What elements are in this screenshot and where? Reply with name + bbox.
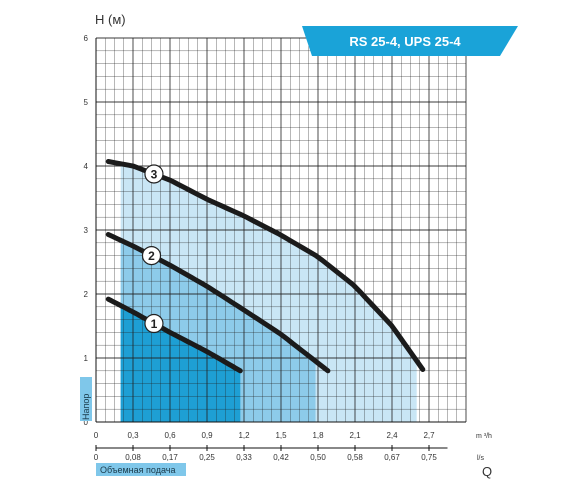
chart-grid	[95, 37, 467, 423]
performance-curves: 1 2 3	[105, 159, 426, 374]
x-tick-label-primary: 0,9	[201, 431, 213, 440]
x-tick-label-primary: 2,4	[386, 431, 398, 440]
x-tick-label-primary: 0,6	[164, 431, 176, 440]
working-region-band-1	[120, 305, 241, 422]
x-tick-label-primary: 2,1	[349, 431, 361, 440]
x-tick-label-secondary: 0,67	[384, 453, 400, 462]
x-tick-label-secondary: 0,33	[236, 453, 252, 462]
y-tick-label: 6	[84, 34, 89, 43]
y-tick-label: 2	[84, 290, 89, 299]
x-tick-label-primary: 1,2	[238, 431, 250, 440]
x-side-label: Объемная подача	[100, 465, 175, 475]
x-tick-label-primary: 0	[94, 431, 99, 440]
title-banner	[302, 26, 518, 56]
curve-label-badge-2	[141, 246, 162, 266]
curve-label-badge-3	[144, 164, 164, 184]
y-tick-label: 3	[84, 226, 89, 235]
x-tick-label-secondary: 0,50	[310, 453, 326, 462]
x-side-label-box	[96, 463, 186, 476]
x-tick-label-secondary: 0	[94, 453, 99, 462]
curve-label-1: 1	[151, 317, 158, 331]
y-tick-label: 0	[84, 418, 89, 427]
curve-label-badge-1	[144, 313, 164, 334]
x-tick-label-secondary: 0,08	[125, 453, 141, 462]
x-tick-label-primary: 0,3	[127, 431, 139, 440]
performance-curve-1	[105, 296, 243, 374]
y-tick-label: 1	[84, 354, 89, 363]
y-axis-title: H (м)	[95, 12, 126, 27]
y-tick-label: 4	[84, 162, 89, 171]
chart-title: RS 25-4, UPS 25-4	[349, 34, 461, 49]
x-unit-secondary: l/s	[477, 455, 485, 462]
x-tick-label-primary: 1,8	[312, 431, 324, 440]
x-symbol: Q	[482, 464, 492, 479]
y-side-label-box	[80, 377, 92, 421]
y-side-label: Напор	[81, 394, 91, 420]
curve-label-3: 3	[151, 167, 158, 181]
x-tick-label-secondary: 0,17	[162, 453, 178, 462]
x-tick-label-primary: 1,5	[275, 431, 287, 440]
axis-ticks: 0 1 2 3 4 5 6 0 0,3 0,6 0,9 1,2 1,5 1,8 2,1 2,4 2,7 0 0,08…	[84, 34, 448, 462]
x-tick-label-secondary: 0,75	[421, 453, 437, 462]
x-unit-primary: m ³/h	[476, 433, 492, 440]
x-tick-label-secondary: 0,42	[273, 453, 289, 462]
x-tick-label-secondary: 0,25	[199, 453, 215, 462]
x-tick-label-secondary: 0,58	[347, 453, 363, 462]
y-tick-label: 5	[84, 98, 89, 107]
x-tick-label-primary: 2,7	[423, 431, 435, 440]
curve-label-2: 2	[148, 249, 155, 263]
working-region-bands	[120, 163, 417, 423]
